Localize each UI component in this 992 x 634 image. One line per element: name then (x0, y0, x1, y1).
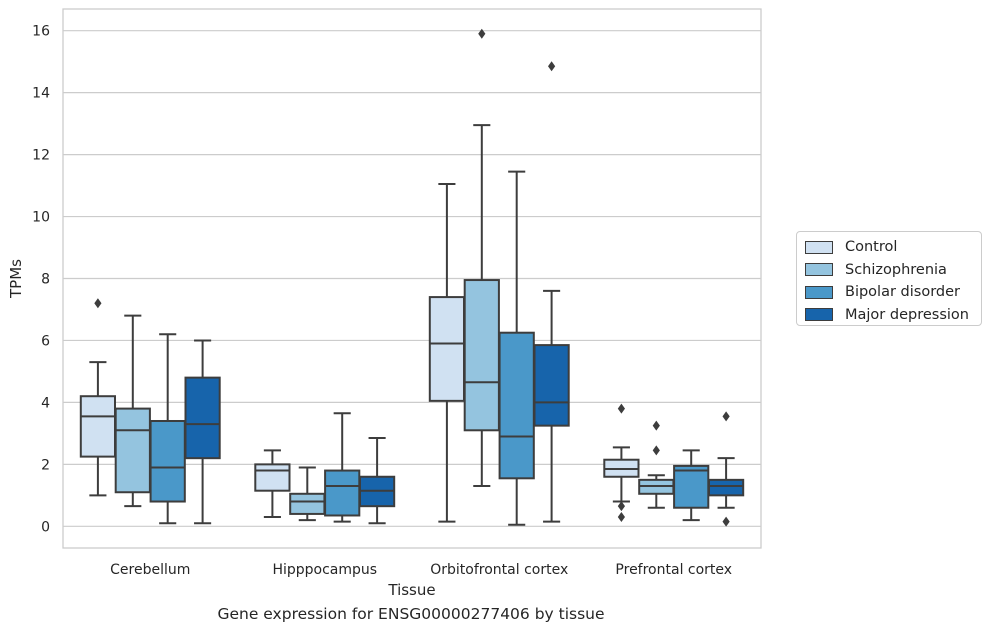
box-bipolar-disorder (149, 333, 186, 525)
box-major-depression (184, 339, 221, 525)
legend-swatch-schizophrenia (805, 263, 833, 277)
y-tick-label: 8 (41, 272, 50, 288)
x-tick-labels: Cerebellum Hipppocampus Orbitofrontal cort… (110, 562, 732, 578)
box-major-depression (358, 437, 396, 525)
x-tick-label: Cerebellum (110, 562, 190, 578)
box-body (533, 344, 570, 427)
box-control (603, 403, 640, 523)
y-tick-label: 4 (41, 395, 50, 411)
outlier-point (617, 403, 625, 414)
legend-item-bipolar-disorder: Bipolar disorder (805, 281, 973, 304)
chart-caption: Gene expression for ENSG00000277406 by t… (217, 605, 605, 623)
box-bipolar-disorder (324, 412, 361, 523)
y-axis-label: TPMs (7, 259, 25, 299)
box-body (498, 331, 535, 480)
box-bipolar-disorder (498, 170, 535, 526)
y-tick-label: 2 (41, 457, 50, 473)
y-tick-label: 0 (41, 519, 50, 535)
x-tick-label: Prefrontal cortex (615, 562, 732, 578)
y-tick-label: 16 (32, 24, 50, 40)
box-control (254, 449, 291, 519)
box-major-depression (707, 411, 745, 527)
box-schizophrenia (114, 314, 151, 508)
outlier-point (652, 420, 660, 431)
outlier-point (94, 298, 102, 309)
outlier-point (652, 445, 660, 456)
legend-label: Control (845, 239, 898, 256)
y-tick-label: 12 (32, 148, 50, 164)
box-body (114, 407, 151, 494)
y-tick-label: 6 (41, 333, 50, 349)
x-tick-label: Orbitofrontal cortex (430, 562, 568, 578)
box-body (428, 296, 466, 402)
box-body (149, 419, 186, 503)
box-control (428, 183, 466, 523)
y-tick-labels: 0 2 4 6 8 10 12 14 16 (32, 24, 50, 536)
legend-label: Bipolar disorder (845, 284, 960, 301)
outlier-point (617, 512, 625, 523)
box-body (184, 376, 221, 460)
legend-swatch-major-depression (805, 308, 833, 322)
x-axis-label: Tissue (387, 581, 435, 599)
box-body (254, 463, 291, 492)
legend-item-control: Control (805, 236, 973, 259)
outlier-point (548, 61, 556, 72)
legend-swatch-control (805, 240, 833, 254)
legend-label: Schizophrenia (845, 261, 947, 278)
legend-item-major-depression: Major depression (805, 304, 973, 327)
boxes (79, 28, 745, 527)
legend-item-schizophrenia: Schizophrenia (805, 259, 973, 282)
box-control (79, 298, 117, 497)
outlier-point (617, 501, 625, 512)
outlier-point (722, 411, 730, 422)
y-tick-label: 10 (32, 210, 50, 226)
box-body (289, 492, 326, 515)
outlier-point (722, 516, 730, 527)
plot-frame (62, 8, 762, 549)
box-body (673, 464, 710, 509)
box-schizophrenia (289, 466, 326, 522)
box-body (324, 469, 361, 517)
box-bipolar-disorder (673, 449, 710, 522)
box-body (79, 395, 117, 458)
box-schizophrenia (463, 28, 500, 488)
legend-label: Major depression (845, 306, 969, 323)
y-tick-label: 14 (32, 86, 50, 102)
x-tick-label: Hipppocampus (272, 562, 377, 578)
box-major-depression (533, 61, 570, 523)
outlier-point (478, 28, 486, 39)
box-body (707, 478, 745, 497)
legend: Control Schizophrenia Bipolar disorder M… (796, 231, 982, 326)
legend-swatch-bipolar-disorder (805, 285, 833, 299)
box-body (463, 279, 500, 432)
